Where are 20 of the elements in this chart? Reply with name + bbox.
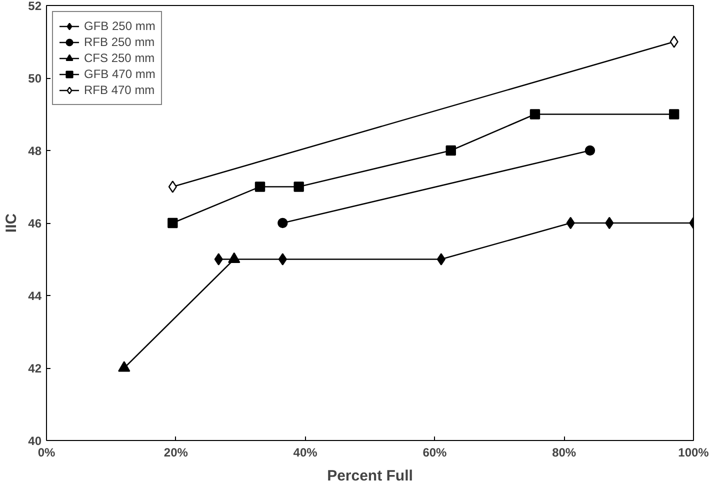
x-tick-label: 20% [164, 446, 188, 460]
legend-label: GFB 470 mm [84, 66, 156, 82]
y-tick-label: 52 [28, 0, 42, 13]
y-axis-title: IIC [3, 213, 20, 233]
y-tick-label: 46 [28, 216, 42, 230]
y-tick-label: 48 [28, 144, 42, 158]
x-tick-label: 80% [552, 446, 576, 460]
legend-label: CFS 250 mm [84, 50, 155, 66]
y-tick-label: 50 [28, 72, 42, 86]
x-tick-label: 100% [678, 446, 710, 460]
legend-label: RFB 250 mm [84, 34, 155, 50]
x-axis-title: Percent Full [327, 468, 413, 484]
y-tick-label: 40 [28, 434, 42, 448]
x-tick-label: 40% [293, 446, 318, 460]
y-tick-label: 44 [28, 289, 42, 303]
legend-label: GFB 250 mm [84, 18, 156, 34]
legend-label: RFB 470 mm [84, 82, 155, 98]
y-tick-label: 42 [28, 362, 42, 376]
x-tick-label: 0% [38, 446, 56, 460]
x-tick-label: 60% [422, 446, 448, 460]
